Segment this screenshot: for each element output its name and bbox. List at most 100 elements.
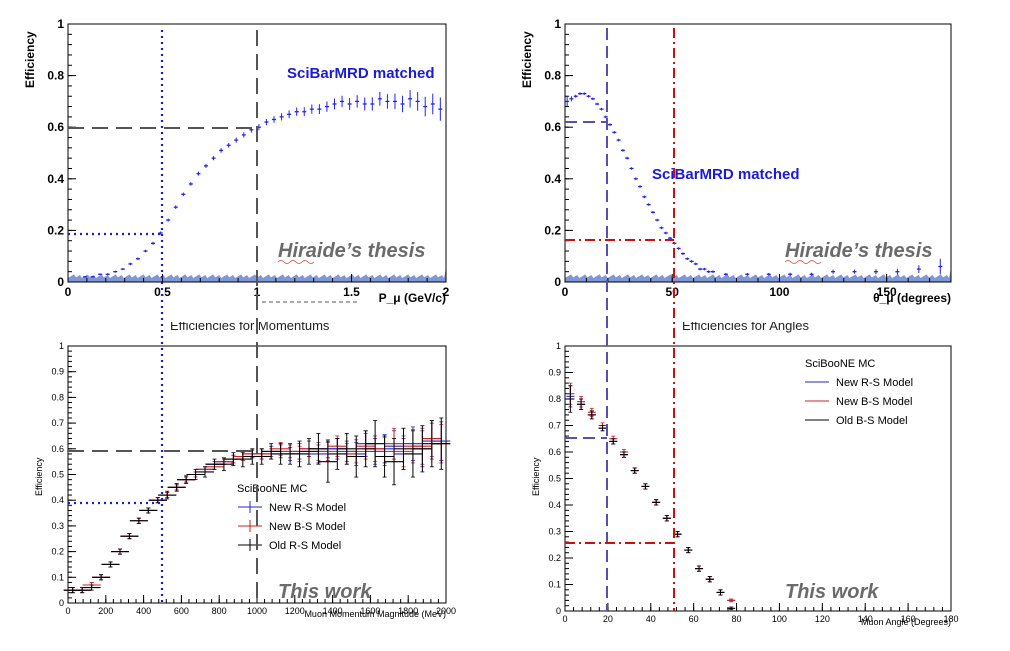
x-tick-label: 100 [769,285,789,299]
y-tick-label: 0 [57,275,64,289]
x-tick-label: 50 [666,285,680,299]
y-tick-label: 0.2 [51,547,64,557]
x-tick-label: 20 [603,614,613,624]
y-tick-label: 0.4 [544,172,561,186]
legend-title: SciBooNE MC [805,358,875,370]
y-tick-label: 0.2 [47,223,64,237]
x-tick-label: 2000 [436,606,456,616]
y-tick-label: 0.4 [548,500,561,510]
x-tick-label: 150 [877,285,897,299]
legend-entry: Old B-S Model [836,415,908,427]
x-tick-label: 1000 [247,606,267,616]
y-tick-label: 0 [554,275,561,289]
x-axis-label: θ_μ (degrees) [873,291,951,305]
caption-cover-left [150,306,380,322]
y-tick-label: 0.2 [548,553,561,563]
x-tick-label: 400 [136,606,151,616]
x-tick-label: 1800 [398,606,418,616]
y-tick-label: 0.5 [51,470,64,480]
series-2 [63,417,451,594]
x-tick-label: 2 [443,285,450,299]
background-distribution [565,268,951,282]
bottom_momentum-panel: 0 0.1 0.2 0.3 0.4 0.5 0.6 0.7 0.8 0.9 1 0 200 400 600 8… [34,341,456,619]
x-tick-label: 0 [65,285,72,299]
x-tick-label: 800 [212,606,227,616]
y-tick-label: 0.8 [47,69,64,83]
y-tick-label: 1 [57,17,64,31]
bottom_angle-panel: 0 0.1 0.2 0.3 0.4 0.5 0.6 0.7 0.8 0.9 1 0 20 40 60 80 10… [531,341,959,627]
y-tick-label: 0.5 [548,474,561,484]
series-0 [83,90,443,278]
x-tick-label: 0 [65,606,70,616]
watermark-label: Hiraide’s thesis [785,240,932,262]
series-2 [566,385,736,611]
legend-label: SciBarMRD matched [287,65,435,82]
y-tick-label: 0.8 [51,392,64,402]
x-tick-label: 0.5 [154,285,171,299]
y-tick-label: 0.6 [47,120,64,134]
y-axis-label: Efficiency [23,31,37,88]
y-tick-label: 0.4 [47,172,64,186]
x-tick-label: 140 [858,614,873,624]
watermark-label: Hiraide’s thesis [278,240,425,262]
watermark-label: This work [785,581,879,603]
y-tick-label: 0.8 [544,69,561,83]
x-tick-label: 80 [732,614,742,624]
watermark-label: This work [278,581,372,603]
x-tick-label: 60 [689,614,699,624]
y-tick-label: 0.7 [548,421,561,431]
legend-entry: Old R-S Model [269,540,341,552]
series-0 [565,92,943,276]
y-tick-label: 0.3 [548,527,561,537]
x-tick-label: 1200 [285,606,305,616]
x-tick-label: 1600 [360,606,380,616]
legend-entry: New B-S Model [269,521,345,533]
legend-entry: New R-S Model [269,502,346,514]
y-tick-label: 0.6 [548,447,561,457]
y-axis-label: Efficiency [520,31,534,88]
y-tick-label: 1 [554,17,561,31]
y-tick-label: 0.6 [51,444,64,454]
y-tick-label: 0.8 [548,394,561,404]
x-tick-label: 100 [772,614,787,624]
y-tick-label: 1 [556,341,561,351]
legend-title: SciBooNE MC [237,483,307,495]
top_momentum-panel: 0 0.2 0.4 0.6 0.8 1 0 0.5 1 1.5 2P_μ (GeV/c) Effici… [23,17,450,305]
y-tick-label: 0.9 [51,367,64,377]
y-tick-label: 0.7 [51,418,64,428]
x-tick-label: 1400 [323,606,343,616]
y-tick-label: 0.1 [51,572,64,582]
x-tick-label: 120 [815,614,830,624]
y-tick-label: 0.3 [51,521,64,531]
x-axis-label: P_μ (GeV/c) [379,291,446,305]
y-axis-label: Efficiency [531,457,541,496]
x-tick-label: 200 [98,606,113,616]
y-tick-label: 0.4 [51,495,64,505]
legend-entry: New R-S Model [836,377,913,389]
y-tick-label: 0.9 [548,368,561,378]
legend-entry: New B-S Model [836,396,912,408]
y-tick-label: 0.1 [548,580,561,590]
x-tick-label: 1 [254,285,261,299]
x-tick-label: 0 [562,614,567,624]
x-tick-label: 0 [562,285,569,299]
caption-cover-right [670,306,900,322]
y-tick-label: 1 [59,341,64,351]
spellcheck-squiggle [277,260,315,264]
y-tick-label: 0 [59,598,64,608]
x-tick-label: 1.5 [343,285,360,299]
x-axis-label: Muon Angle (Degrees) [861,617,951,627]
y-tick-label: 0 [556,606,561,616]
spellcheck-squiggle [784,260,822,264]
x-tick-label: 40 [646,614,656,624]
x-tick-label: 160 [901,614,916,624]
x-tick-label: 180 [943,614,958,624]
y-tick-label: 0.2 [544,223,561,237]
x-axis-label: Muon Momentum Magnitude (MeV) [304,609,446,619]
legend-label: SciBarMRD matched [652,166,800,183]
y-axis-label: Efficiency [34,457,44,496]
y-tick-label: 0.6 [544,120,561,134]
x-tick-label: 600 [174,606,189,616]
